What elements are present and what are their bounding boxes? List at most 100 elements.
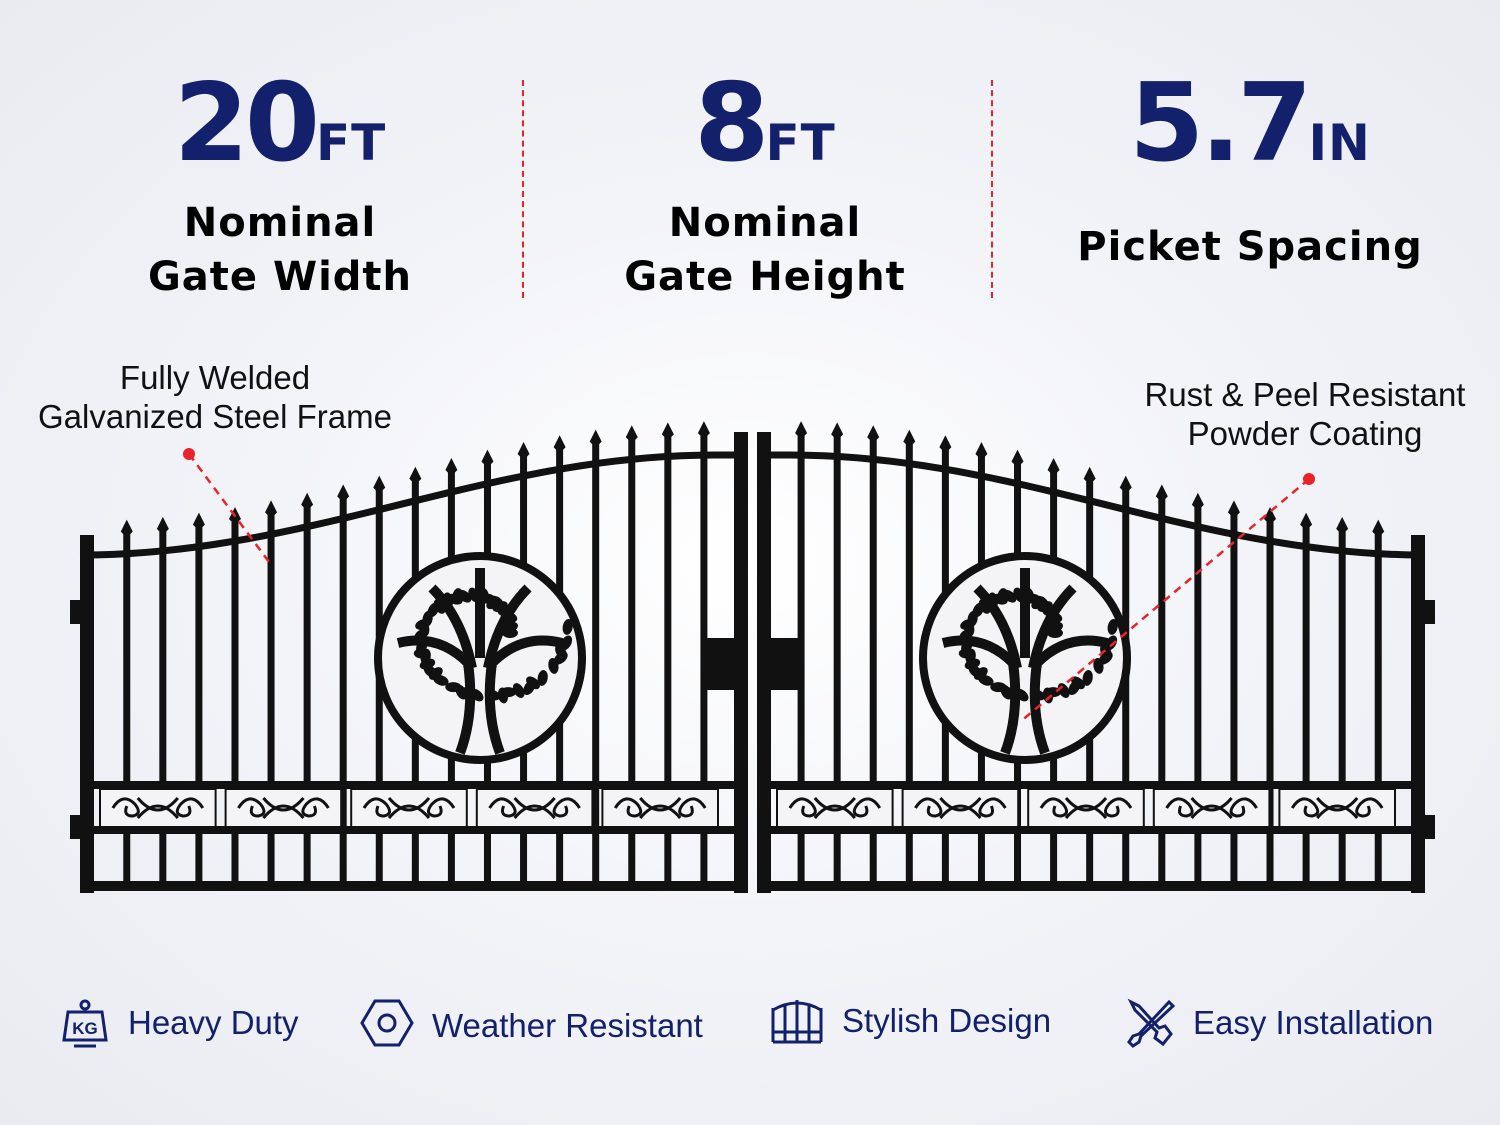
callout-line: Powder Coating xyxy=(1187,415,1423,452)
gate-latch xyxy=(771,638,803,690)
tree-leaf xyxy=(484,689,501,701)
picket-spear xyxy=(265,500,278,519)
picket-spear xyxy=(831,422,844,441)
tree-leaf xyxy=(1093,657,1104,674)
picket xyxy=(1158,498,1166,890)
callout-pointer xyxy=(187,453,274,567)
scroll-panel xyxy=(1278,788,1397,828)
picket-spear xyxy=(939,435,952,454)
scroll-ornament xyxy=(1290,797,1384,819)
tree-leaf xyxy=(1100,644,1112,660)
tree-leaf xyxy=(500,687,517,698)
scroll-ornament xyxy=(914,797,1007,819)
picket-spear xyxy=(1264,507,1277,526)
hinge xyxy=(1425,600,1435,624)
picket-spear xyxy=(373,475,386,494)
divider xyxy=(522,80,524,298)
stat-spacing: 5.7IN Picket Spacing xyxy=(1050,70,1450,274)
tree-leaf xyxy=(486,596,501,610)
hinge xyxy=(70,600,80,624)
stat-label-line: Nominal xyxy=(183,200,377,246)
picket xyxy=(123,533,131,890)
callout-pointer xyxy=(1019,478,1310,723)
feature-weather-resistant: Weather Resistant xyxy=(360,998,703,1048)
picket-spear xyxy=(867,425,880,444)
tree-leaf xyxy=(555,644,567,660)
stat-value: 20 xyxy=(173,61,320,186)
gate-post xyxy=(80,535,94,893)
callout-frame: Fully Welded Galvanized Steel Frame xyxy=(20,358,410,436)
hex-nut-icon xyxy=(360,999,414,1047)
picket xyxy=(628,439,636,890)
picket xyxy=(869,439,877,890)
stat-unit: FT xyxy=(316,114,387,172)
stat-label-line: Gate Height xyxy=(624,254,906,300)
picket-spear xyxy=(661,422,674,441)
picket-spear xyxy=(445,457,458,476)
picket xyxy=(1266,521,1274,890)
stat-width: 20FT Nominal Gate Width xyxy=(120,70,440,304)
tree-leaf xyxy=(433,599,446,614)
picket-spear xyxy=(1372,519,1385,538)
picket xyxy=(159,530,167,890)
tree-leaf xyxy=(1107,618,1118,635)
feature-label: Easy Installation xyxy=(1193,1004,1434,1041)
picket-spear xyxy=(1047,457,1060,476)
tree-leaf xyxy=(1029,689,1046,701)
scroll-panel xyxy=(1027,788,1145,828)
tree-leaf xyxy=(990,682,1007,693)
hinge xyxy=(1425,815,1435,839)
stat-value: 5.7 xyxy=(1129,61,1312,186)
callout-line: Galvanized Steel Frame xyxy=(38,398,392,435)
tree-trunk xyxy=(941,568,1109,755)
scroll-ornament xyxy=(362,797,456,819)
picket-spear xyxy=(1336,516,1349,535)
picket-spear xyxy=(625,425,638,444)
picket xyxy=(1194,506,1202,890)
tree-leaf xyxy=(973,667,988,680)
callout-line: Rust & Peel Resistant xyxy=(1144,376,1466,413)
feature-easy-installation: Easy Installation xyxy=(1125,998,1433,1048)
picket-spear xyxy=(975,441,988,460)
picket-spear xyxy=(337,484,350,503)
tree-trunk xyxy=(396,568,564,755)
scroll-ornament xyxy=(788,797,882,819)
picket xyxy=(905,443,913,890)
tree-leaf xyxy=(459,686,476,697)
picket-spear xyxy=(795,421,808,440)
picket-spear xyxy=(192,512,205,531)
stat-unit: IN xyxy=(1308,114,1371,172)
gate-post xyxy=(1411,535,1425,893)
rail xyxy=(757,881,1425,891)
stat-label-line: Gate Width xyxy=(147,254,413,300)
scroll-ornament xyxy=(111,797,205,819)
tree-leaf xyxy=(964,620,975,637)
kg-weight-icon: KG xyxy=(62,999,108,1048)
svg-text:KG: KG xyxy=(72,1019,98,1038)
scroll-ornament xyxy=(488,797,581,819)
tree-leaf xyxy=(526,676,540,690)
tree-leaf xyxy=(512,683,525,698)
tools-icon xyxy=(1127,998,1175,1048)
scroll-panel xyxy=(99,788,217,828)
scroll-panel xyxy=(350,788,468,828)
scroll-panel xyxy=(475,788,594,828)
picket xyxy=(303,506,311,890)
picket xyxy=(1374,533,1382,890)
tree-leaf xyxy=(1031,596,1046,610)
tree-leaf xyxy=(428,667,443,680)
feature-stylish-design: Stylish Design xyxy=(770,998,1051,1044)
picket-spear xyxy=(697,421,710,440)
tree-leaf xyxy=(447,593,463,605)
picket xyxy=(195,526,203,890)
feature-heavy-duty: KG Heavy Duty xyxy=(60,998,299,1048)
tree-leaf xyxy=(1017,592,1034,603)
tree-leaf xyxy=(560,635,573,651)
tree-leaf xyxy=(992,593,1008,605)
feature-label: Stylish Design xyxy=(842,1002,1052,1039)
picket-spear xyxy=(156,516,169,535)
tree-leaf xyxy=(978,599,991,614)
tree-leaf xyxy=(537,670,548,686)
tree-leaf xyxy=(1045,608,1058,624)
